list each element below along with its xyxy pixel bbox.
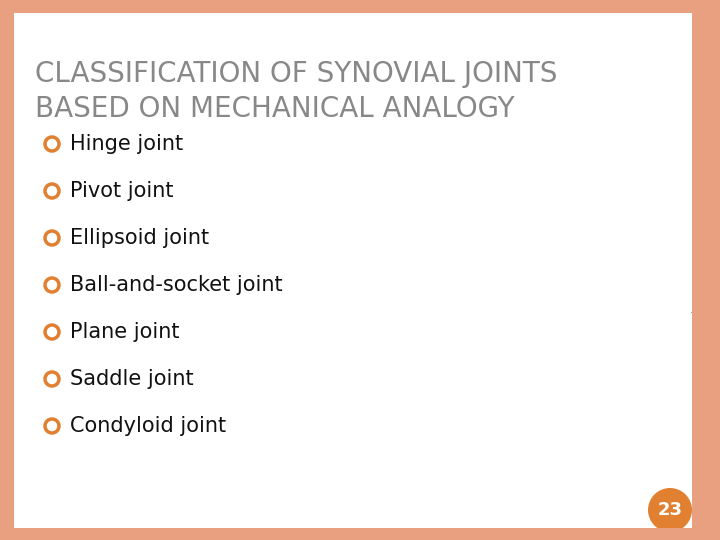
Circle shape xyxy=(45,325,59,339)
Text: Pivot joint: Pivot joint xyxy=(70,181,174,201)
Circle shape xyxy=(45,419,59,433)
Text: 23: 23 xyxy=(657,501,683,519)
Text: Ball-and-socket joint: Ball-and-socket joint xyxy=(70,275,283,295)
Circle shape xyxy=(45,278,59,292)
Circle shape xyxy=(45,372,59,386)
Text: Hinge joint: Hinge joint xyxy=(70,134,183,154)
Text: Saddle joint: Saddle joint xyxy=(70,369,194,389)
Text: CLASSIFICATION OF SYNOVIAL JOINTS: CLASSIFICATION OF SYNOVIAL JOINTS xyxy=(35,60,557,88)
Text: Ellipsoid joint: Ellipsoid joint xyxy=(70,228,209,248)
Bar xyxy=(692,0,720,540)
Text: Plane joint: Plane joint xyxy=(70,322,179,342)
Circle shape xyxy=(45,184,59,198)
Circle shape xyxy=(45,231,59,245)
Text: Dr. Michael P. Gillespie: Dr. Michael P. Gillespie xyxy=(690,215,700,325)
Text: BASED ON MECHANICAL ANALOGY: BASED ON MECHANICAL ANALOGY xyxy=(35,95,515,123)
Circle shape xyxy=(45,137,59,151)
Circle shape xyxy=(648,488,692,532)
Text: Condyloid joint: Condyloid joint xyxy=(70,416,226,436)
Bar xyxy=(0,0,14,540)
